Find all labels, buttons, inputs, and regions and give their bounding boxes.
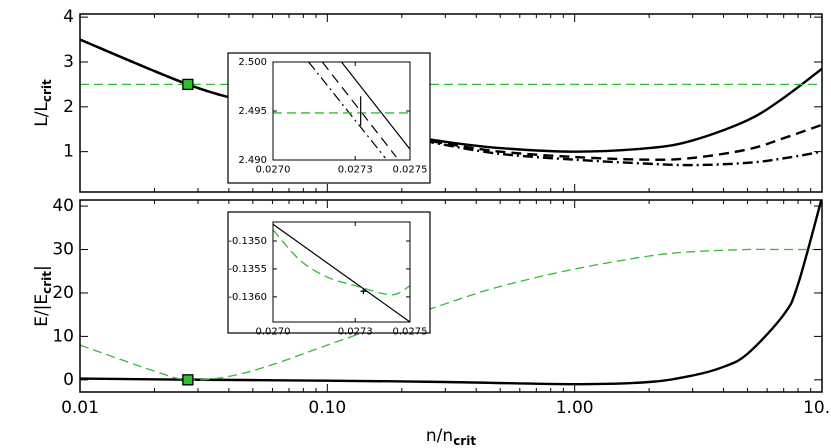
y-tick-label: 0 [63, 370, 74, 390]
series-line [80, 200, 822, 386]
marker [182, 374, 194, 386]
y-tick-label: -0.1360 [228, 292, 267, 303]
series-line [80, 248, 822, 381]
x-tick-label: 0.01 [61, 398, 99, 418]
y-tick-label: -0.1350 [228, 236, 267, 247]
y-axis-label: L/Lcrit [32, 79, 54, 127]
series-line [308, 62, 386, 159]
series-line [80, 38, 822, 153]
y-tick-label: 2 [63, 97, 74, 117]
y-tick-label: 40 [52, 196, 74, 216]
plot-frame [272, 221, 411, 323]
x-tick-label: 0.0275 [393, 165, 428, 176]
y-tick-label: 30 [52, 240, 74, 260]
x-tick-label: 10.0 [803, 398, 831, 418]
y-label-tail: | [32, 265, 52, 271]
panel: 0.0270 0.0273 0.0275 -0.1350 -0.1355 -0.1360 [227, 211, 431, 338]
x-tick-label: 0.0275 [393, 327, 428, 338]
y-tick-label: 3 [63, 52, 74, 72]
marker [182, 78, 194, 91]
x-label-main: n/n [426, 426, 453, 446]
y-tick-label: 1 [63, 142, 74, 162]
x-tick-label: 0.0273 [338, 165, 373, 176]
x-axis-label: n/ncrit [426, 426, 476, 448]
y-label-sub: crit [40, 271, 54, 294]
x-tick-label: 0.0270 [256, 327, 291, 338]
y-tick-label: 4 [63, 7, 74, 27]
panel: 0.010.101.0010.0010203040E/|Ecrit|n/ncri… [32, 196, 831, 447]
y-tick-label: 10 [52, 326, 74, 346]
y-tick-label: 2.500 [238, 57, 267, 68]
series-line [273, 229, 410, 296]
y-label-main: L/L [32, 102, 52, 127]
y-tick-label: 2.490 [238, 155, 267, 166]
panel: 1 2 3 4 L/Lcrit [32, 7, 823, 193]
y-tick-label: 2.495 [238, 106, 267, 117]
plot-frame [79, 13, 823, 193]
x-tick-label: 1.00 [556, 398, 594, 418]
x-label-sub: crit [453, 434, 476, 448]
y-tick-label: -0.1355 [228, 264, 267, 275]
series-line [273, 223, 410, 322]
x-tick-label: 0.0273 [338, 327, 373, 338]
plot-frame [79, 199, 823, 393]
panel: 0.0270 0.0273 0.0275 2.490 2.495 2.500 [227, 52, 431, 184]
series-line [80, 38, 822, 167]
marker [360, 288, 367, 295]
series-line [341, 62, 410, 150]
series-line [321, 62, 397, 158]
x-tick-label: 0.0270 [256, 165, 291, 176]
x-tick-label: 0.10 [308, 398, 346, 418]
y-axis-label: E/|Ecrit| [32, 265, 54, 327]
y-label-main: E/|E [32, 294, 52, 327]
inset-frame [227, 52, 431, 184]
y-tick-label: 20 [52, 283, 74, 303]
y-label-sub: crit [40, 79, 54, 102]
